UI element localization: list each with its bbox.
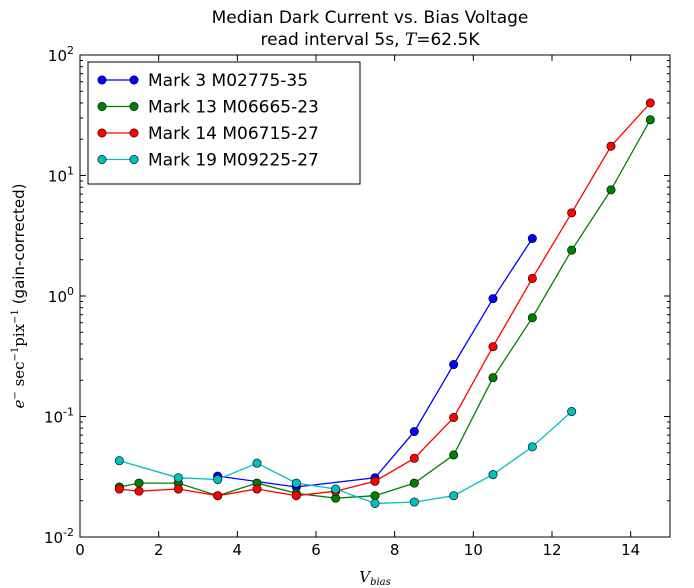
data-point bbox=[646, 116, 654, 124]
legend-label: Mark 3 M02775-35 bbox=[148, 71, 308, 91]
data-point bbox=[449, 360, 457, 368]
x-tick-label: 4 bbox=[233, 541, 243, 559]
chart-subtitle: read interval 5s, T=62.5K bbox=[261, 30, 481, 50]
data-point bbox=[567, 407, 575, 415]
data-point bbox=[292, 492, 300, 500]
data-point bbox=[528, 274, 536, 282]
legend: Mark 3 M02775-35 Mark 13 M06665-23 Mark 14… bbox=[88, 62, 360, 184]
data-point bbox=[607, 186, 615, 194]
data-point bbox=[489, 294, 497, 302]
x-tick-label: 14 bbox=[621, 541, 640, 559]
x-axis-label: Vbias bbox=[359, 568, 391, 588]
data-point bbox=[567, 246, 575, 254]
data-point bbox=[253, 485, 261, 493]
legend-label: Mark 14 M06715-27 bbox=[148, 124, 319, 144]
legend-marker bbox=[130, 76, 138, 84]
x-tick-label: 12 bbox=[542, 541, 561, 559]
legend-marker bbox=[98, 129, 106, 137]
chart-title: Median Dark Current vs. Bias Voltage bbox=[212, 8, 529, 28]
data-point bbox=[371, 499, 379, 507]
data-point bbox=[449, 413, 457, 421]
data-point bbox=[607, 142, 615, 150]
legend-marker bbox=[130, 155, 138, 163]
data-point bbox=[567, 209, 575, 217]
data-point bbox=[174, 474, 182, 482]
data-point bbox=[489, 373, 497, 381]
x-tick-label: 8 bbox=[390, 541, 400, 559]
data-point bbox=[410, 479, 418, 487]
data-point bbox=[410, 498, 418, 506]
y-tick-label: 102 bbox=[48, 44, 74, 65]
y-axis-label: e− sec−1pix−1 (gain-corrected) bbox=[10, 184, 28, 409]
data-point bbox=[253, 459, 261, 467]
data-point bbox=[371, 492, 379, 500]
data-point bbox=[449, 492, 457, 500]
legend-marker bbox=[130, 102, 138, 110]
data-point bbox=[449, 451, 457, 459]
x-tick-label: 6 bbox=[311, 541, 321, 559]
data-point bbox=[292, 479, 300, 487]
data-point bbox=[115, 456, 123, 464]
legend-marker bbox=[98, 76, 106, 84]
data-point bbox=[115, 485, 123, 493]
data-point bbox=[135, 479, 143, 487]
data-point bbox=[646, 99, 654, 107]
data-point bbox=[528, 234, 536, 242]
data-point bbox=[371, 477, 379, 485]
data-point bbox=[410, 454, 418, 462]
data-point bbox=[213, 475, 221, 483]
data-point bbox=[528, 314, 536, 322]
legend-label: Mark 19 M09225-27 bbox=[148, 151, 319, 171]
legend-marker bbox=[98, 155, 106, 163]
data-point bbox=[489, 342, 497, 350]
data-point bbox=[410, 427, 418, 435]
data-point bbox=[135, 487, 143, 495]
y-tick-label: 100 bbox=[48, 285, 74, 306]
x-tick-label: 0 bbox=[75, 541, 85, 559]
x-tick-label: 10 bbox=[464, 541, 483, 559]
x-tick-label: 2 bbox=[154, 541, 164, 559]
data-point bbox=[174, 485, 182, 493]
legend-label: Mark 13 M06665-23 bbox=[148, 98, 319, 118]
data-point bbox=[489, 470, 497, 478]
legend-marker bbox=[130, 129, 138, 137]
y-tick-label: 10-1 bbox=[44, 406, 74, 427]
data-point bbox=[331, 485, 339, 493]
y-tick-label: 101 bbox=[48, 165, 74, 186]
data-point bbox=[528, 443, 536, 451]
data-point bbox=[213, 492, 221, 500]
legend-marker bbox=[98, 102, 106, 110]
y-tick-label: 10-2 bbox=[44, 526, 74, 547]
